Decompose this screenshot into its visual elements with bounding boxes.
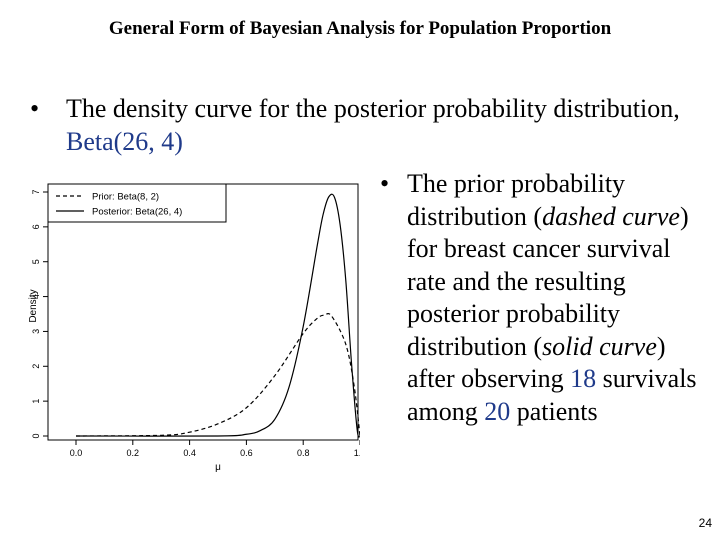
main-bullet: • The density curve for the posterior pr… [30, 92, 710, 158]
description-text-2: ) for breast cancer survival rate and th… [407, 201, 689, 361]
description-bullet-text: The prior probability distribution (dash… [380, 168, 710, 428]
solid-curve-term: solid curve [542, 331, 657, 361]
posterior-curve [75, 193, 360, 438]
patients-count: 20 [484, 396, 511, 426]
description-text-3: ) after observing [407, 331, 666, 394]
bullet-marker: • [380, 169, 390, 198]
x-tick-label: 0.4 [183, 448, 196, 458]
y-tick-label: 5 [31, 259, 41, 264]
slide-title: General Form of Bayesian Analysis for Po… [108, 18, 612, 39]
y-tick-label: 6 [31, 224, 41, 229]
y-tick-label: 3 [31, 329, 41, 334]
x-tick-label: 0.8 [297, 448, 310, 458]
legend-box [47, 183, 227, 223]
y-tick-label: 0 [31, 433, 41, 438]
density-chart: 0 1 2 3 4 5 6 7 0.0 0.2 0.4 0.6 0.8 1.0 μ Density Prior:… [28, 183, 360, 473]
prior-curve [75, 312, 360, 437]
posterior-distribution-label: Beta(26, 4) [66, 127, 183, 156]
x-axis-label: μ [215, 462, 221, 473]
legend-posterior-label: Posterior: Beta(26, 4) [92, 207, 182, 218]
y-tick-label: 1 [31, 399, 41, 404]
description-text-4: survivals among [407, 364, 697, 426]
main-bullet-text: The density curve for the posterior prob… [30, 92, 710, 158]
legend-prior-label: Prior: Beta(8, 2) [92, 192, 159, 203]
y-axis-label: Density [28, 289, 39, 322]
description-text-5: patients [510, 396, 598, 426]
x-tick-label: 0.0 [70, 448, 83, 458]
main-bullet-body: The density curve for the posterior prob… [66, 94, 680, 123]
bullet-marker: • [30, 94, 40, 123]
description-text-1: The prior probability distribution ( [407, 169, 626, 231]
y-tick-label: 7 [31, 189, 41, 194]
y-tick-label: 4 [31, 294, 41, 299]
dashed-curve-term: dashed curve [542, 201, 680, 231]
x-tick-label: 0.6 [240, 448, 253, 458]
y-tick-label: 2 [31, 364, 41, 369]
survivals-count: 18 [570, 364, 597, 393]
page-number: 24 [698, 516, 712, 530]
x-tick-label: 0.2 [127, 448, 140, 458]
description-bullet: • The prior probability distribution (da… [380, 168, 710, 428]
x-tick-label: 1.0 [354, 448, 360, 458]
